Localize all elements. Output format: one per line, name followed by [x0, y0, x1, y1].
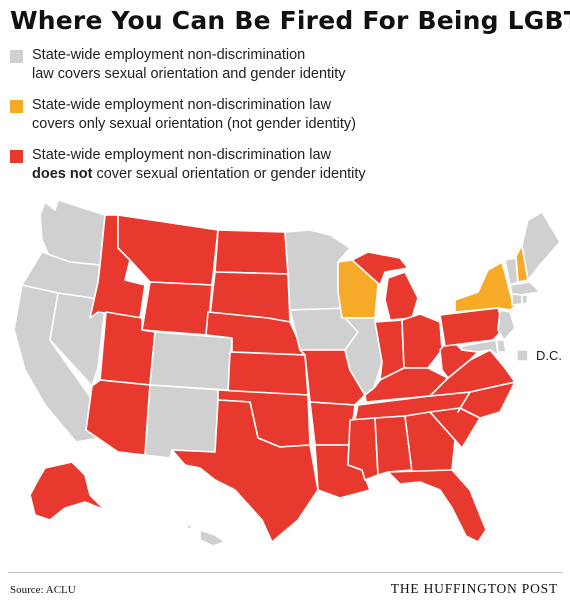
state-DC [516, 349, 529, 362]
map-title: Where You Can Be Fired For Being LGBT [10, 6, 570, 35]
state-ME [521, 211, 561, 281]
legend-text-orange-line1: State-wide employment non-discrimination… [32, 97, 331, 113]
legend-item-no-coverage: State-wide employment non-discrimination… [10, 146, 550, 184]
state-CT [511, 293, 523, 306]
state-TX [171, 399, 319, 543]
state-KS [227, 351, 309, 396]
dc-label: D.C. [536, 348, 562, 363]
us-states-map: D.C. [13, 199, 562, 547]
state-CO [149, 331, 233, 391]
legend-swatch-orange [10, 100, 23, 113]
legend-text-red-line2: does not cover sexual orientation or gen… [32, 165, 550, 184]
state-RI [521, 294, 529, 305]
legend-swatch-red [10, 150, 23, 163]
state-WY [141, 281, 213, 336]
legend-swatch-gray [10, 50, 23, 63]
state-KY [364, 367, 449, 403]
legend-text-orange-line2: covers only sexual orientation (not gend… [32, 116, 357, 132]
state-NJ [497, 309, 516, 341]
state-ND [214, 229, 289, 275]
state-MT [117, 214, 219, 286]
state-AR [309, 401, 356, 446]
state-VA [429, 349, 516, 397]
legend-item-orientation-only: State-wide employment non-discrimination… [10, 96, 550, 134]
legend-text-red-line1: State-wide employment non-discrimination… [32, 147, 331, 163]
legend-text-red-bold: does not [32, 166, 93, 182]
state-MA [509, 281, 541, 296]
state-OH [401, 313, 443, 369]
publisher-logo: THE HUFFINGTON POST [390, 581, 558, 596]
state-DE [496, 339, 507, 353]
state-FL [387, 469, 487, 543]
source-credit: Source: ACLU [10, 584, 76, 596]
state-NM [144, 384, 221, 459]
legend-item-full-coverage: State-wide employment non-discrimination… [10, 46, 550, 84]
legend-text-gray-line1: State-wide employment non-discrimination [32, 47, 306, 63]
state-AZ [85, 379, 151, 456]
legend-text-red-rest: cover sexual orientation or gender ident… [92, 166, 366, 182]
footer-divider [8, 572, 562, 573]
legend: State-wide employment non-discrimination… [10, 46, 550, 196]
legend-text-gray-line2: law covers sexual orientation and gender… [32, 66, 346, 82]
state-HI [184, 524, 226, 547]
state-AK [29, 461, 106, 521]
state-MD [461, 339, 499, 356]
state-SC [429, 407, 481, 449]
